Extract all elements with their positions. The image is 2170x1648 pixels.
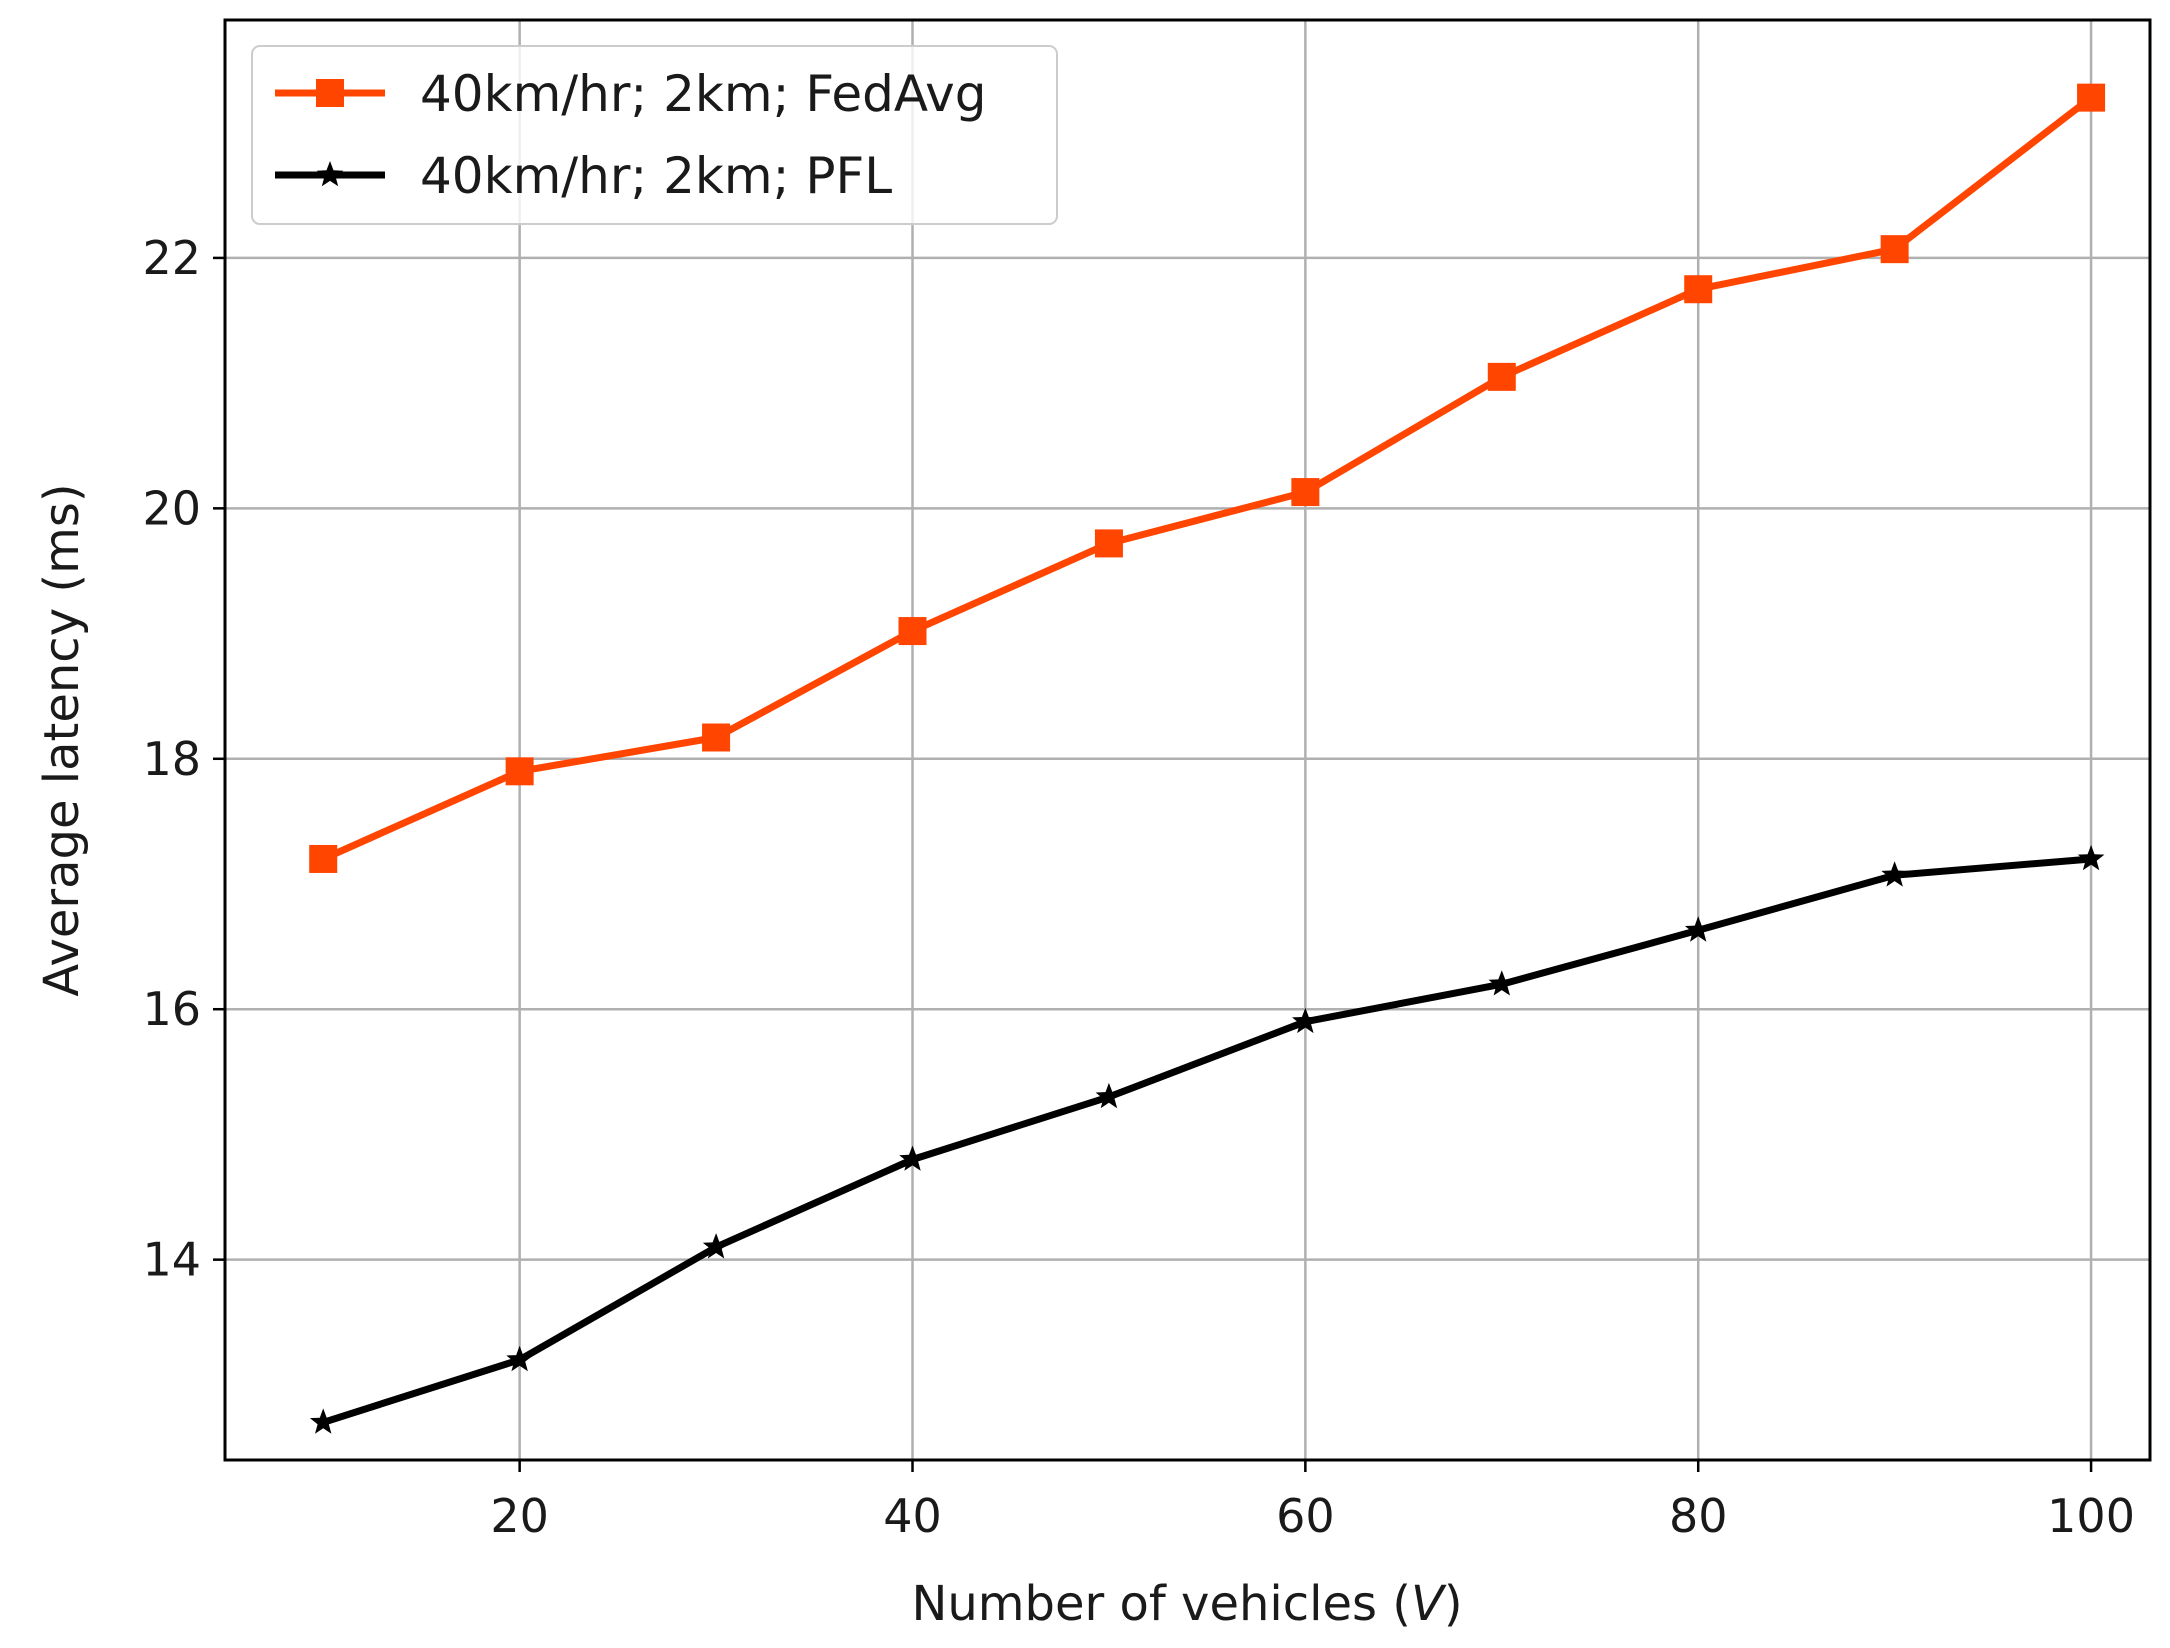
data-point xyxy=(506,1345,533,1372)
y-tick-label: 14 xyxy=(142,1233,201,1287)
data-point xyxy=(1291,478,1320,507)
y-tick-label: 22 xyxy=(142,231,201,285)
data-point xyxy=(1684,275,1713,304)
y-tick-label: 20 xyxy=(142,481,201,535)
x-tick-label: 80 xyxy=(1669,1489,1728,1543)
legend: 40km/hr; 2km; FedAvg 40km/hr; 2km; PFL xyxy=(251,45,1058,225)
grid xyxy=(225,20,2150,1460)
x-axis-label-main: Number of vehicles ( xyxy=(911,1576,1411,1632)
data-point xyxy=(309,844,338,873)
data-point xyxy=(1881,861,1908,887)
legend-label-pfl: 40km/hr; 2km; PFL xyxy=(420,147,892,205)
legend-label-fedavg: 40km/hr; 2km; FedAvg xyxy=(420,65,986,123)
x-axis-label: Number of vehicles (V) xyxy=(911,1576,1462,1632)
data-point xyxy=(898,617,927,646)
data-point xyxy=(1488,970,1516,996)
data-point xyxy=(1880,235,1909,264)
y-tick-label: 18 xyxy=(142,732,201,786)
data-point xyxy=(2077,845,2105,871)
data-point xyxy=(702,1233,730,1259)
legend-marker-pfl xyxy=(316,161,344,187)
data-point xyxy=(1487,362,1516,391)
data-point xyxy=(1292,1007,1319,1034)
y-axis-label: Average latency (ms) xyxy=(34,483,90,996)
series-40km-hr-2km-fedavg xyxy=(309,83,2106,873)
data-point xyxy=(1095,1082,1123,1109)
series-line-40km-hr-2km-pfl xyxy=(319,855,2095,1426)
x-tick-label: 40 xyxy=(883,1489,942,1543)
legend-box xyxy=(251,45,1058,225)
y-tick-label: 16 xyxy=(142,982,201,1036)
ticks: 20 40 60 80 100 14 16 18 20 22 xyxy=(142,231,2135,1543)
series-layer xyxy=(309,83,2106,1434)
data-point xyxy=(309,1408,337,1434)
series-line-40km-hr-2km-fedavg xyxy=(319,94,2095,863)
x-axis-label-variable: V xyxy=(1411,1576,1447,1632)
x-tick-label: 100 xyxy=(2047,1489,2135,1543)
data-point xyxy=(505,757,534,786)
x-tick-label: 60 xyxy=(1276,1489,1335,1543)
data-point xyxy=(1684,916,1712,942)
legend-marker-fedavg xyxy=(316,79,344,107)
data-point xyxy=(1094,529,1123,558)
x-axis-label-end: ) xyxy=(1444,1576,1463,1632)
legend-entry-fedavg: 40km/hr; 2km; FedAvg xyxy=(275,65,986,123)
plot-frame xyxy=(223,18,2152,1462)
data-point xyxy=(899,1145,926,1171)
data-point xyxy=(2077,83,2106,112)
series-40km-hr-2km-pfl xyxy=(309,845,2105,1434)
legend-entry-pfl: 40km/hr; 2km; PFL xyxy=(275,147,892,205)
data-point xyxy=(702,723,731,752)
x-tick-label: 20 xyxy=(490,1489,549,1543)
